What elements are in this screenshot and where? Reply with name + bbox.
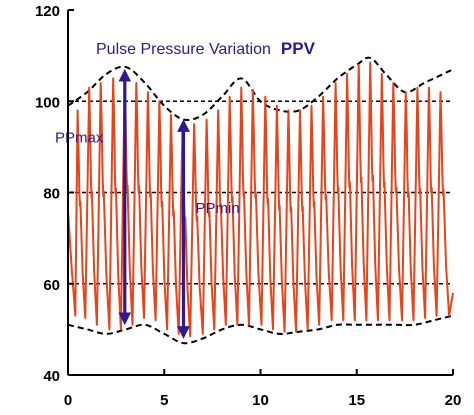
chart-title-text: Pulse Pressure Variation	[96, 41, 271, 58]
pressure-waveform	[67, 61, 454, 338]
chart-title-abbrev: PPV	[281, 39, 316, 58]
x-tick-label: 20	[445, 392, 462, 409]
pp-label-ppmax: PPmax	[55, 129, 104, 146]
axis-ticks: 0 5 10 15 20 40 60 80 100 120	[35, 3, 461, 409]
y-tick-label: 40	[43, 368, 60, 385]
lower-envelope	[67, 314, 454, 345]
x-tick-label: 5	[160, 392, 168, 409]
x-tick-label: 10	[252, 392, 269, 409]
pp-label-ppmin: PPmin	[196, 200, 240, 217]
x-tick-label: 15	[348, 392, 365, 409]
x-tick-label: 0	[64, 392, 72, 409]
y-tick-label: 120	[35, 3, 60, 20]
y-tick-label: 60	[43, 277, 60, 294]
y-tick-label: 100	[35, 94, 60, 111]
chart-title: Pulse Pressure Variation PPV	[96, 39, 316, 58]
y-tick-label: 80	[43, 186, 60, 203]
upper-envelope	[67, 56, 454, 121]
